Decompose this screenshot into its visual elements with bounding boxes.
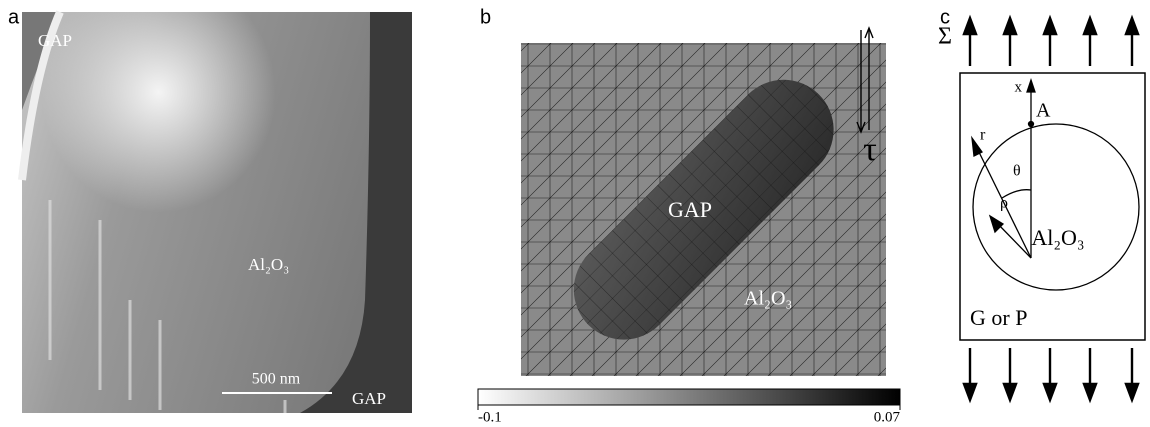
phase-label: GAP bbox=[668, 197, 712, 222]
theta-label: θ bbox=[1013, 163, 1021, 180]
panel-label: b bbox=[480, 6, 491, 28]
phase-label: Al₂O₃ bbox=[744, 288, 792, 310]
shear-label: τ bbox=[863, 131, 877, 168]
gap-label: GAP bbox=[352, 389, 386, 408]
colorbar bbox=[478, 389, 900, 405]
colorbar-label: 0.07 bbox=[874, 409, 901, 425]
phase-label: Al₂O₃ bbox=[248, 255, 289, 274]
inclusion bbox=[973, 124, 1139, 290]
rho-label: ρ bbox=[1000, 195, 1008, 212]
point-label: A bbox=[1036, 100, 1051, 122]
phase-label: Al₂O₃ bbox=[1031, 225, 1084, 250]
colorbar-label: -0.1 bbox=[478, 409, 502, 425]
r-label: r bbox=[980, 127, 986, 144]
matrix-label: G or P bbox=[970, 305, 1027, 330]
axis-label: x bbox=[1015, 79, 1023, 95]
figure: a GAP Al₂O₃ 500 nm GAP b GAP Al₂O₃ τ -0.… bbox=[0, 0, 1150, 427]
stress-arrows bbox=[964, 18, 1138, 400]
gap-label: GAP bbox=[38, 31, 72, 50]
stress-label: Σ bbox=[938, 24, 952, 50]
micrograph bbox=[22, 12, 412, 413]
panel-label: a bbox=[8, 6, 20, 28]
geometry bbox=[972, 80, 1035, 258]
matrix-box bbox=[960, 73, 1145, 340]
scale-bar-label: 500 nm bbox=[252, 371, 301, 388]
